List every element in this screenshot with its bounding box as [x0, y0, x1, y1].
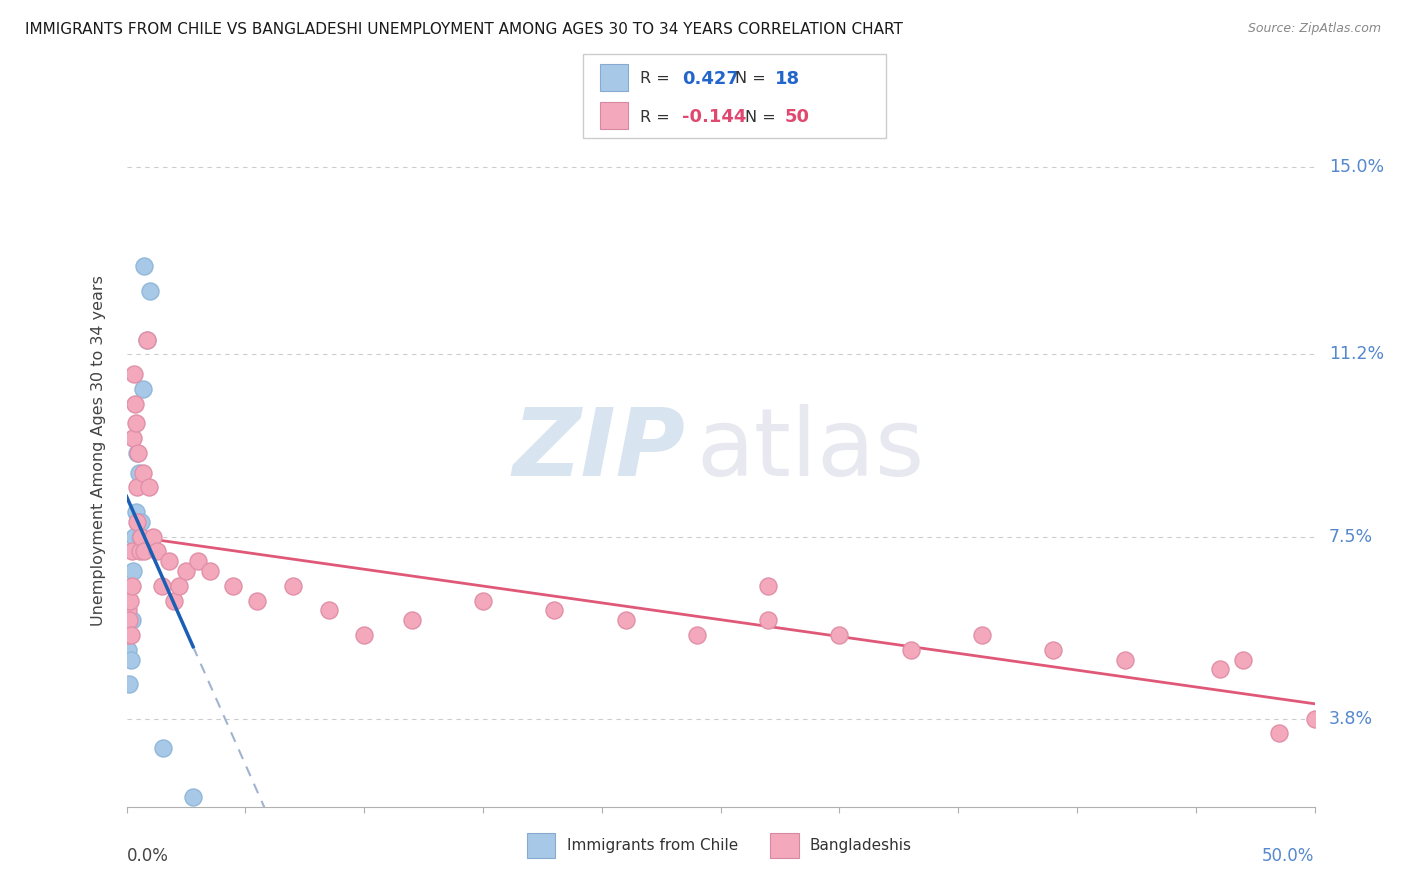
Point	[127, 515, 149, 529]
Point	[187, 554, 209, 568]
Point	[146, 544, 169, 558]
Point	[142, 530, 165, 544]
Point	[129, 530, 152, 544]
Point	[472, 593, 495, 607]
Point	[121, 544, 143, 558]
Point	[756, 613, 779, 627]
Point	[198, 564, 221, 578]
Point	[117, 603, 139, 617]
Point	[120, 652, 142, 666]
Point	[163, 593, 186, 607]
Point	[134, 544, 156, 558]
Text: Source: ZipAtlas.com: Source: ZipAtlas.com	[1247, 22, 1381, 36]
Point	[1042, 642, 1064, 657]
Point	[401, 613, 423, 627]
Point	[118, 613, 141, 627]
Point	[157, 554, 180, 568]
Point	[124, 417, 146, 431]
Point	[131, 382, 153, 396]
Point	[174, 564, 197, 578]
Point	[246, 593, 269, 607]
Point	[318, 603, 340, 617]
Point	[122, 431, 145, 445]
Point	[1303, 712, 1326, 726]
Point	[124, 397, 146, 411]
Point	[281, 579, 304, 593]
Text: R =: R =	[640, 110, 675, 125]
Point	[125, 446, 148, 460]
Point	[121, 613, 143, 627]
Point	[1114, 652, 1136, 666]
Point	[1208, 663, 1230, 677]
Point	[614, 613, 637, 627]
Text: atlas: atlas	[697, 404, 925, 497]
Text: -0.144: -0.144	[682, 108, 747, 126]
Point	[970, 628, 993, 642]
Point	[128, 544, 150, 558]
Point	[125, 480, 148, 494]
Point	[1232, 652, 1254, 666]
Text: ZIP: ZIP	[512, 404, 685, 497]
Point	[122, 367, 145, 381]
Point	[120, 628, 142, 642]
Text: N =: N =	[735, 71, 772, 87]
Text: N =: N =	[745, 110, 782, 125]
Y-axis label: Unemployment Among Ages 30 to 34 years: Unemployment Among Ages 30 to 34 years	[91, 275, 105, 626]
Text: Immigrants from Chile: Immigrants from Chile	[567, 838, 738, 853]
Point	[828, 628, 851, 642]
Point	[120, 593, 142, 607]
Text: R =: R =	[640, 71, 675, 87]
Text: 11.2%: 11.2%	[1329, 345, 1384, 364]
Text: 50.0%: 50.0%	[1263, 847, 1315, 864]
Point	[756, 579, 779, 593]
Point	[139, 284, 162, 298]
Point	[122, 564, 145, 578]
Point	[222, 579, 245, 593]
Text: 18: 18	[775, 70, 800, 88]
Point	[131, 466, 153, 480]
Text: 0.0%: 0.0%	[127, 847, 169, 864]
Point	[138, 480, 160, 494]
Point	[167, 579, 190, 593]
Point	[128, 466, 150, 480]
Point	[152, 741, 174, 756]
Point	[124, 505, 146, 519]
Text: 7.5%: 7.5%	[1329, 527, 1374, 546]
Point	[900, 642, 922, 657]
Text: IMMIGRANTS FROM CHILE VS BANGLADESHI UNEMPLOYMENT AMONG AGES 30 TO 34 YEARS CORR: IMMIGRANTS FROM CHILE VS BANGLADESHI UNE…	[25, 22, 903, 37]
Point	[127, 446, 149, 460]
Text: Bangladeshis: Bangladeshis	[810, 838, 912, 853]
Point	[135, 333, 157, 347]
Point	[135, 333, 157, 347]
Point	[150, 579, 173, 593]
Point	[118, 677, 141, 691]
Point	[122, 530, 145, 544]
Point	[353, 628, 375, 642]
Text: 3.8%: 3.8%	[1329, 710, 1374, 728]
Point	[117, 628, 139, 642]
Text: 15.0%: 15.0%	[1329, 159, 1384, 177]
Text: 50: 50	[785, 108, 810, 126]
Point	[686, 628, 709, 642]
Point	[129, 515, 152, 529]
Point	[134, 259, 156, 273]
Point	[181, 790, 204, 805]
Point	[129, 530, 152, 544]
Point	[543, 603, 565, 617]
Point	[117, 642, 139, 657]
Point	[1268, 726, 1291, 740]
Point	[127, 515, 149, 529]
Point	[121, 579, 143, 593]
Text: 0.427: 0.427	[682, 70, 738, 88]
